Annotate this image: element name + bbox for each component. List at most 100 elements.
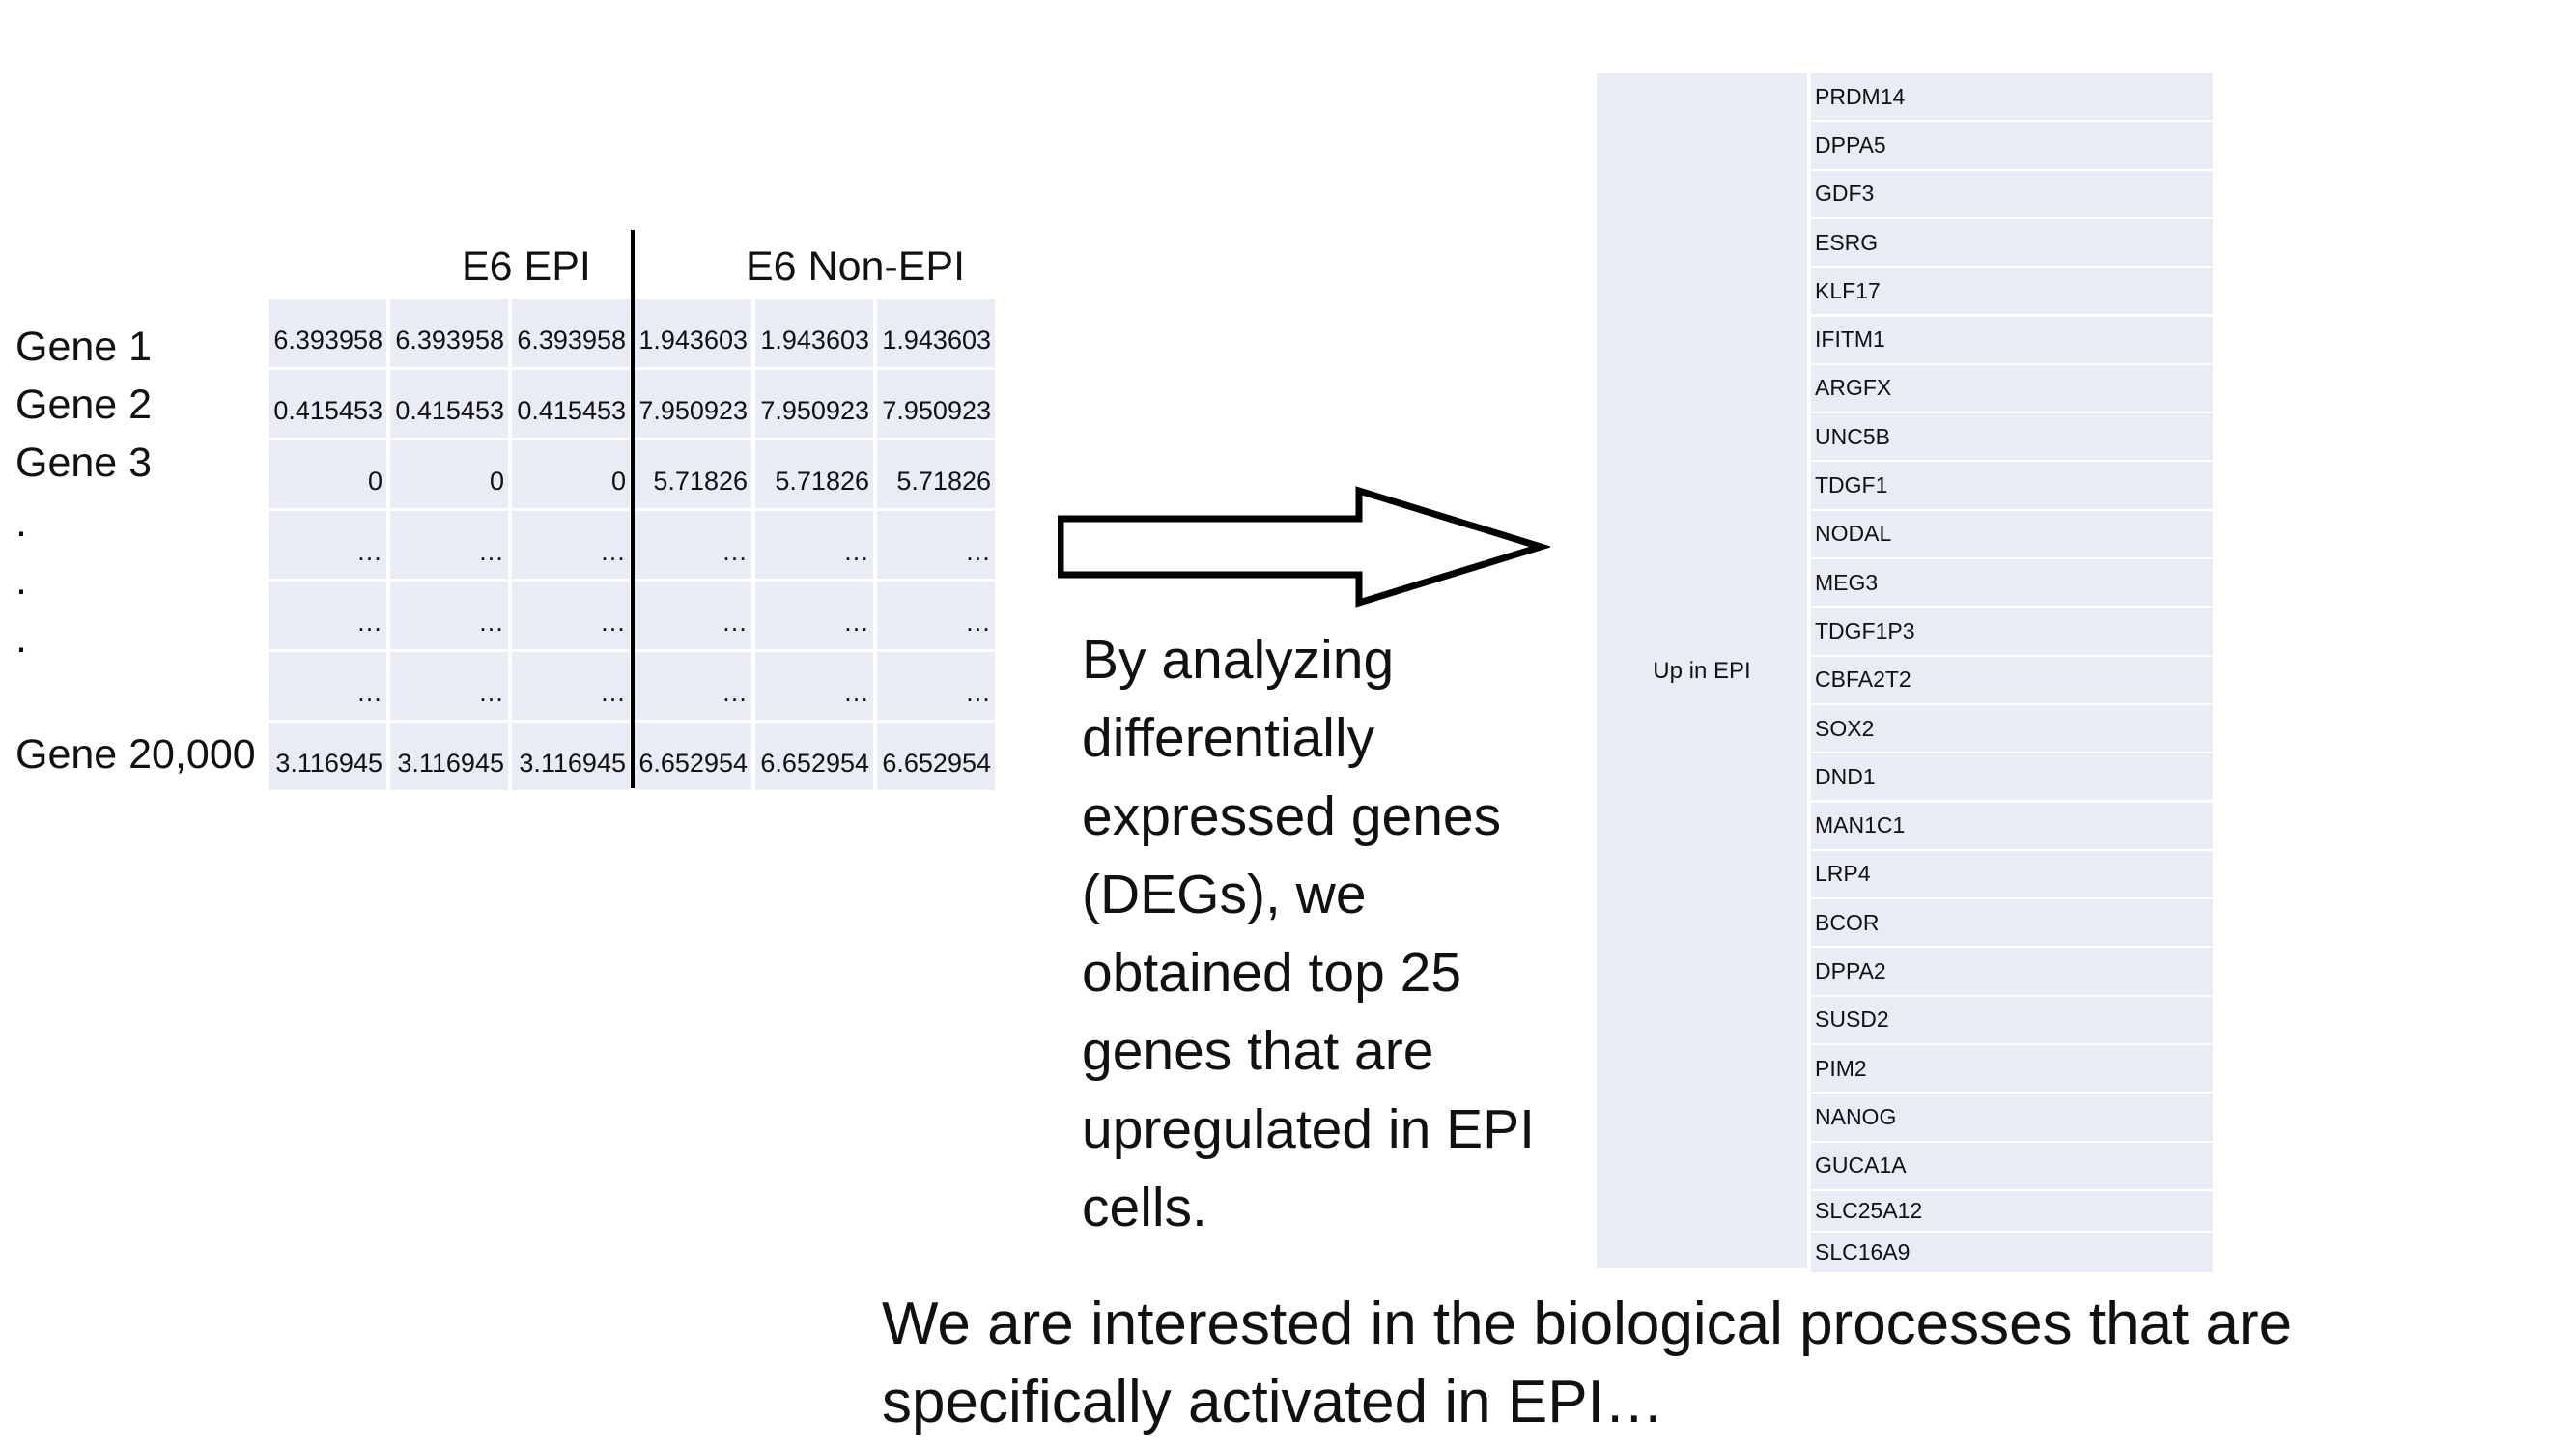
- matrix-cell: 6.652954: [877, 723, 995, 790]
- matrix-cell-value: 6.393958: [395, 326, 504, 355]
- matrix-cell: 7.950923: [755, 370, 873, 438]
- gene-row: SLC25A12: [1811, 1190, 2213, 1231]
- matrix-cell: …: [755, 511, 873, 579]
- matrix-cell: …: [512, 511, 630, 579]
- matrix-cell-value: …: [600, 537, 626, 566]
- row-label-ellipsis-2: .: [15, 557, 27, 604]
- matrix-cell: 3.116945: [512, 723, 630, 790]
- upregulated-genes-table: Up in EPI PRDM14 DPPA5 GDF3 ESRG KLF17 IFITM1…: [1597, 73, 2213, 1272]
- matrix-cell-value: 3.116945: [275, 749, 382, 778]
- matrix-cell: 0.415453: [390, 370, 508, 438]
- matrix-cell-value: …: [356, 678, 382, 707]
- gene-row: SOX2: [1811, 704, 2213, 753]
- gene-row: GUCA1A: [1811, 1142, 2213, 1189]
- gene-row: ESRG: [1811, 218, 2213, 267]
- matrix-cell: …: [269, 511, 386, 579]
- matrix-cell-value: 0: [610, 467, 626, 496]
- matrix-cell-value: …: [478, 678, 504, 707]
- row-label-ellipsis-1: .: [15, 499, 27, 546]
- matrix-cell: 5.71826: [634, 440, 751, 508]
- matrix-cell: 5.71826: [877, 440, 995, 508]
- matrix-cell-value: …: [722, 537, 748, 566]
- matrix-cell-value: 5.71826: [896, 467, 991, 496]
- matrix-cell: …: [390, 511, 508, 579]
- matrix-cell: …: [634, 582, 751, 649]
- matrix-cell: 5.71826: [755, 440, 873, 508]
- matrix-cell-value: 5.71826: [775, 467, 869, 496]
- row-label-gene-20000: Gene 20,000: [15, 731, 256, 778]
- matrix-cell-value: 1.943603: [882, 326, 991, 355]
- matrix-cell-value: …: [843, 537, 869, 566]
- matrix-cell: …: [877, 582, 995, 649]
- row-label-gene-2: Gene 2: [15, 382, 153, 428]
- row-label-gene-3: Gene 3: [15, 440, 153, 486]
- row-label-gene-1: Gene 1: [15, 324, 153, 370]
- matrix-cell: …: [390, 582, 508, 649]
- matrix-cell-value: …: [843, 608, 869, 637]
- matrix-cell: 7.950923: [634, 370, 751, 438]
- matrix-cell-value: 6.652954: [760, 749, 869, 778]
- gene-row: ARGFX: [1811, 364, 2213, 412]
- matrix-cell: 0: [512, 440, 630, 508]
- gene-row: TDGF1: [1811, 462, 2213, 509]
- gene-row: MEG3: [1811, 559, 2213, 607]
- matrix-cell: …: [755, 582, 873, 649]
- matrix-cell-value: …: [478, 537, 504, 566]
- matrix-cell-value: …: [965, 537, 991, 566]
- matrix-cell: 6.393958: [512, 299, 630, 367]
- matrix-cell: 0: [269, 440, 386, 508]
- matrix-cell: 3.116945: [269, 723, 386, 790]
- matrix-cell: 3.116945: [390, 723, 508, 790]
- gene-row: KLF17: [1811, 268, 2213, 315]
- matrix-cell: 1.943603: [755, 299, 873, 367]
- matrix-cell-value: 0: [367, 467, 382, 496]
- gene-row: DPPA2: [1811, 948, 2213, 995]
- gene-row: SLC16A9: [1811, 1232, 2213, 1272]
- matrix-cell: 1.943603: [634, 299, 751, 367]
- footer-text: We are interested in the biological proc…: [882, 1291, 2293, 1435]
- matrix-cell: …: [390, 652, 508, 720]
- matrix-cell-value: 7.950923: [760, 396, 869, 425]
- gene-row: UNC5B: [1811, 413, 2213, 461]
- right-arrow-icon: [1058, 486, 1550, 608]
- matrix-cell: 0.415453: [512, 370, 630, 438]
- matrix-cell-value: 7.950923: [638, 396, 748, 425]
- matrix-cell: …: [877, 511, 995, 579]
- matrix-cell-value: 6.393958: [517, 326, 626, 355]
- matrix-cell-value: 3.116945: [397, 749, 504, 778]
- matrix-cell: 6.393958: [390, 299, 508, 367]
- matrix-cell: 7.950923: [877, 370, 995, 438]
- matrix-cell-value: …: [356, 608, 382, 637]
- matrix-cell: 0.415453: [269, 370, 386, 438]
- matrix-cell-value: 6.393958: [273, 326, 382, 355]
- gene-row: NODAL: [1811, 510, 2213, 557]
- gene-row: SUSD2: [1811, 996, 2213, 1043]
- gene-row: DND1: [1811, 753, 2213, 801]
- group-label-up-in-epi: Up in EPI: [1597, 73, 1807, 1268]
- matrix-cell-value: …: [965, 678, 991, 707]
- gene-row: NANOG: [1811, 1094, 2213, 1141]
- group-divider-line: [631, 230, 635, 788]
- gene-row: DPPA5: [1811, 122, 2213, 169]
- matrix-cell: …: [269, 652, 386, 720]
- gene-row: IFITM1: [1811, 316, 2213, 363]
- matrix-cell: …: [512, 582, 630, 649]
- matrix-cell: 0: [390, 440, 508, 508]
- matrix-cell: …: [755, 652, 873, 720]
- matrix-cell-value: 6.652954: [882, 749, 991, 778]
- matrix-cell-value: 1.943603: [638, 326, 748, 355]
- gene-row: TDGF1P3: [1811, 608, 2213, 655]
- matrix-cell-value: …: [843, 678, 869, 707]
- matrix-cell-value: …: [356, 537, 382, 566]
- matrix-cell-value: 1.943603: [760, 326, 869, 355]
- gene-row: PRDM14: [1811, 73, 2213, 121]
- matrix-cell-value: 0.415453: [517, 396, 626, 425]
- matrix-cell-value: …: [600, 678, 626, 707]
- gene-row: MAN1C1: [1811, 802, 2213, 849]
- matrix-cell-value: …: [722, 608, 748, 637]
- matrix-cell-value: …: [722, 678, 748, 707]
- matrix-cell-value: 6.652954: [638, 749, 748, 778]
- gene-row: BCOR: [1811, 899, 2213, 947]
- description-text: By analyzing differentially expressed ge…: [1082, 629, 1535, 1238]
- matrix-cell-value: …: [965, 608, 991, 637]
